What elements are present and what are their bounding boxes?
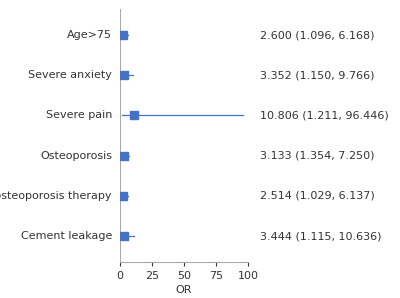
Text: Osteoporosis: Osteoporosis — [40, 151, 112, 161]
Text: 3.352 (1.150, 9.766): 3.352 (1.150, 9.766) — [260, 70, 374, 80]
Text: Age>75: Age>75 — [67, 30, 112, 40]
Text: 2.514 (1.029, 6.137): 2.514 (1.029, 6.137) — [260, 191, 375, 201]
Text: 3.133 (1.354, 7.250): 3.133 (1.354, 7.250) — [260, 151, 374, 161]
Text: Severe anxiety: Severe anxiety — [28, 70, 112, 80]
X-axis label: OR: OR — [176, 285, 192, 295]
Text: 3.444 (1.115, 10.636): 3.444 (1.115, 10.636) — [260, 231, 382, 241]
Text: Anti-osteoporosis therapy: Anti-osteoporosis therapy — [0, 191, 112, 201]
Text: Cement leakage: Cement leakage — [21, 231, 112, 241]
Text: 10.806 (1.211, 96.446): 10.806 (1.211, 96.446) — [260, 111, 389, 120]
Text: Severe pain: Severe pain — [46, 111, 112, 120]
Text: 2.600 (1.096, 6.168): 2.600 (1.096, 6.168) — [260, 30, 374, 40]
